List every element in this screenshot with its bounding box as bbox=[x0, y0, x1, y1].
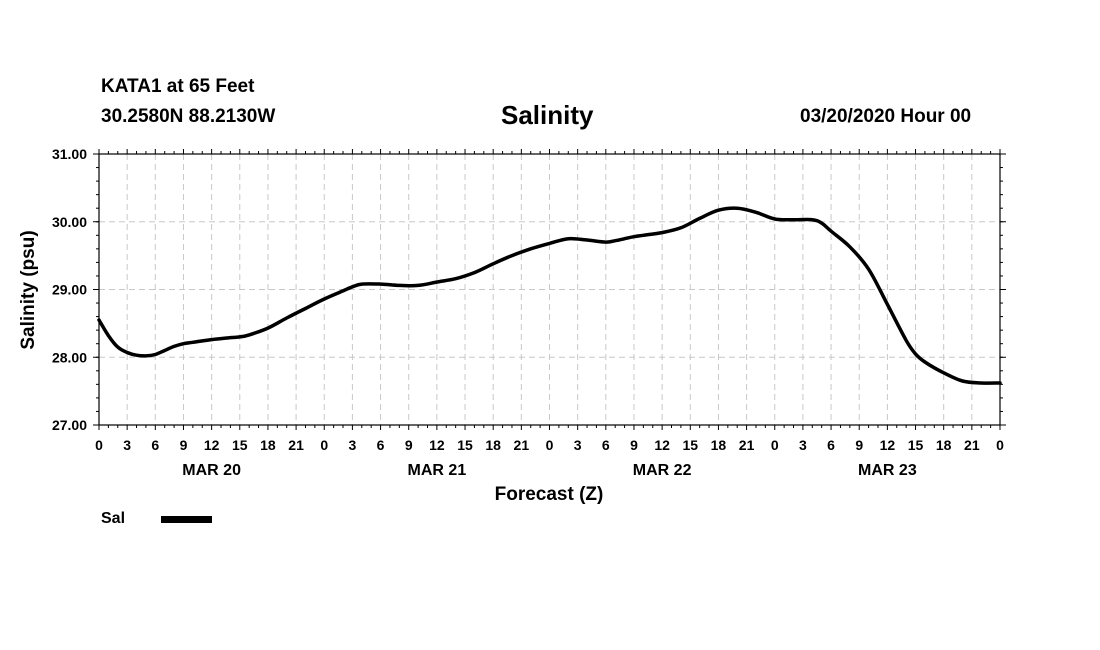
date-label: MAR 22 bbox=[633, 462, 692, 479]
y-tick-label: 31.00 bbox=[52, 146, 87, 162]
legend-label: Sal bbox=[101, 510, 126, 527]
x-tick-label: 0 bbox=[996, 437, 1004, 453]
x-tick-label: 9 bbox=[630, 437, 638, 453]
chart-title: Salinity bbox=[501, 100, 594, 130]
x-tick-label: 21 bbox=[514, 437, 530, 453]
x-tick-label: 21 bbox=[964, 437, 980, 453]
x-tick-label: 21 bbox=[739, 437, 755, 453]
x-axis-title: Forecast (Z) bbox=[495, 484, 604, 505]
x-tick-label: 6 bbox=[827, 437, 835, 453]
x-tick-label: 0 bbox=[771, 437, 779, 453]
x-tick-label: 0 bbox=[546, 437, 554, 453]
x-tick-label: 3 bbox=[799, 437, 807, 453]
date-label: MAR 21 bbox=[408, 462, 467, 479]
x-tick-label: 12 bbox=[204, 437, 220, 453]
x-tick-label: 21 bbox=[288, 437, 304, 453]
x-tick-label: 15 bbox=[232, 437, 248, 453]
y-axis-title: Salinity (psu) bbox=[18, 230, 39, 349]
date-label: MAR 23 bbox=[858, 462, 917, 479]
coordinates-label: 30.2580N 88.2130W bbox=[101, 106, 276, 127]
x-tick-label: 15 bbox=[908, 437, 924, 453]
legend-swatch bbox=[161, 516, 212, 523]
x-tick-label: 0 bbox=[320, 437, 328, 453]
x-tick-label: 15 bbox=[457, 437, 473, 453]
y-tick-label: 30.00 bbox=[52, 214, 87, 230]
x-tick-label: 15 bbox=[682, 437, 698, 453]
y-tick-label: 27.00 bbox=[52, 417, 87, 433]
x-tick-label: 6 bbox=[151, 437, 159, 453]
date-label: MAR 20 bbox=[182, 462, 241, 479]
x-tick-label: 9 bbox=[855, 437, 863, 453]
x-tick-label: 18 bbox=[485, 437, 501, 453]
salinity-series-line bbox=[97, 206, 1002, 385]
y-tick-label: 28.00 bbox=[52, 349, 87, 365]
x-tick-label: 6 bbox=[377, 437, 385, 453]
x-tick-label: 6 bbox=[602, 437, 610, 453]
x-tick-label: 18 bbox=[936, 437, 952, 453]
x-tick-label: 9 bbox=[405, 437, 413, 453]
x-tick-label: 12 bbox=[429, 437, 445, 453]
x-tick-label: 3 bbox=[123, 437, 131, 453]
x-tick-label: 3 bbox=[574, 437, 582, 453]
x-tick-label: 12 bbox=[654, 437, 670, 453]
x-tick-label: 12 bbox=[880, 437, 896, 453]
x-tick-label: 18 bbox=[711, 437, 727, 453]
y-tick-label: 29.00 bbox=[52, 282, 87, 298]
x-tick-label: 3 bbox=[349, 437, 357, 453]
plot-frame bbox=[98, 153, 1001, 426]
x-tick-label: 0 bbox=[95, 437, 103, 453]
x-tick-label: 9 bbox=[180, 437, 188, 453]
forecast-datetime: 03/20/2020 Hour 00 bbox=[800, 106, 972, 127]
station-label: KATA1 at 65 Feet bbox=[101, 76, 255, 97]
x-tick-label: 18 bbox=[260, 437, 276, 453]
